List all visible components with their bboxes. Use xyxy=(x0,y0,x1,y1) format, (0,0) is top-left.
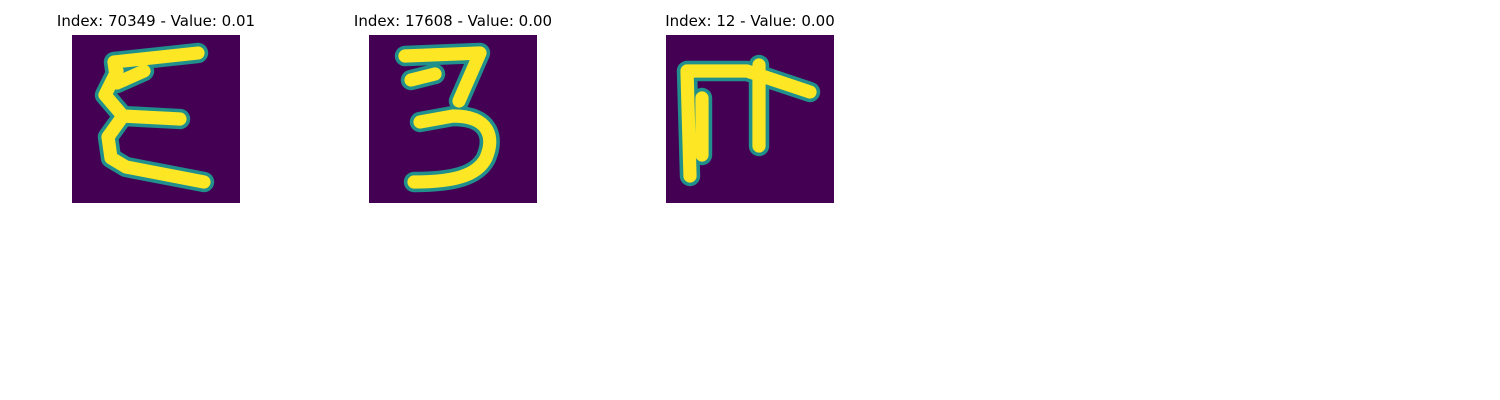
panel-title: Index: 70349 - Value: 0.01 xyxy=(56,12,256,30)
image-panel: Index: 12 - Value: 0.00 xyxy=(630,0,870,210)
panel-title: Index: 12 - Value: 0.00 xyxy=(665,12,835,30)
glyph-image xyxy=(369,35,537,203)
glyph-image xyxy=(72,35,240,203)
image-panel: Index: 70349 - Value: 0.01 xyxy=(36,0,276,210)
panel-title: Index: 17608 - Value: 0.00 xyxy=(353,12,553,30)
image-panel: Index: 17608 - Value: 0.00 xyxy=(333,0,573,210)
glyph-image xyxy=(666,35,834,203)
